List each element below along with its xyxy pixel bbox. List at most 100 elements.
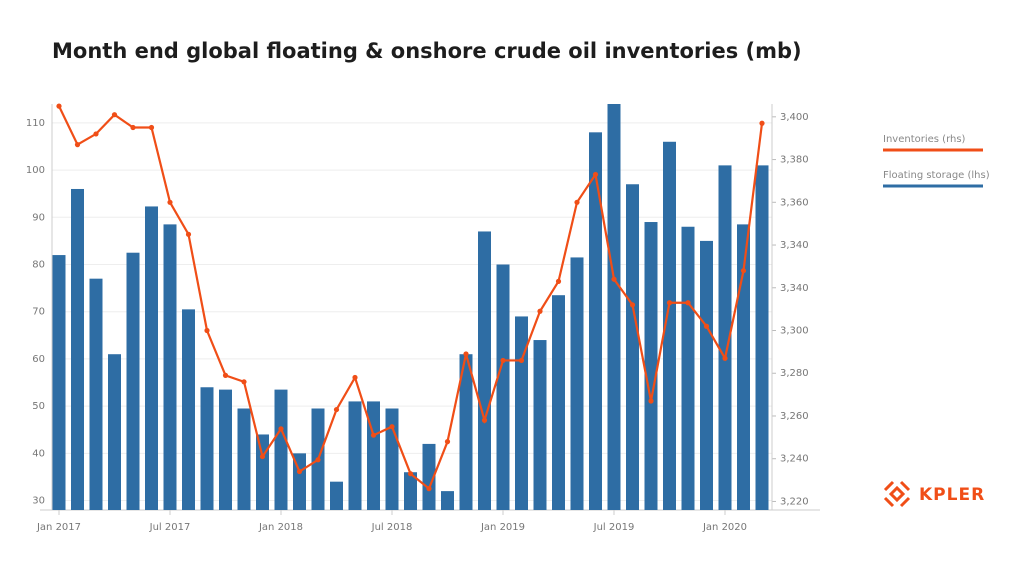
line-point xyxy=(500,357,506,364)
line-point xyxy=(259,453,266,460)
bar xyxy=(182,309,195,510)
y-tick-label: 90 xyxy=(32,212,45,223)
x-tick-label: Jan 2018 xyxy=(258,522,303,533)
bar xyxy=(626,184,639,511)
bar xyxy=(718,165,732,511)
line-point xyxy=(592,171,599,178)
line-point xyxy=(555,278,562,284)
x-tick-label: Jul 2017 xyxy=(149,522,191,533)
x-tick-label: Jan 2019 xyxy=(480,522,525,533)
line-point xyxy=(315,457,321,463)
bar xyxy=(108,354,121,510)
line-point xyxy=(74,142,81,148)
bar xyxy=(274,389,288,510)
bar xyxy=(348,401,362,510)
line-point xyxy=(389,424,395,430)
bar xyxy=(663,141,676,510)
y2-tick-label: 3,300 xyxy=(780,326,809,337)
legend-label: Floating storage (lhs) xyxy=(883,170,990,181)
y-tick-label: 100 xyxy=(26,165,45,176)
line-point xyxy=(481,417,488,423)
line-point xyxy=(463,351,469,357)
bar xyxy=(163,224,177,510)
line-point xyxy=(740,268,747,274)
bar xyxy=(404,472,417,510)
y-tick-label: 50 xyxy=(32,401,45,412)
bar xyxy=(330,481,343,510)
y-tick-label: 80 xyxy=(32,260,45,271)
y2-tick-label: 3,240 xyxy=(780,454,809,465)
line-point xyxy=(370,432,377,438)
y2-tick-label: 3,280 xyxy=(780,368,809,379)
bar xyxy=(644,222,658,510)
line-point xyxy=(685,300,691,306)
line-point xyxy=(278,426,284,432)
line-point xyxy=(666,300,673,306)
logo-text: KPLER xyxy=(919,485,985,505)
y-tick-label: 40 xyxy=(32,448,45,459)
y2-tick-label: 3,220 xyxy=(780,496,809,507)
bar xyxy=(607,104,621,510)
x-tick-label: Jul 2018 xyxy=(371,522,413,533)
line-point xyxy=(204,327,210,334)
x-tick-label: Jan 2017 xyxy=(36,522,81,533)
line-point xyxy=(574,199,580,205)
line-point xyxy=(703,323,710,329)
line-point xyxy=(444,439,451,445)
line-point xyxy=(759,120,765,126)
bar xyxy=(589,132,602,511)
bar xyxy=(237,408,251,510)
y-tick-label: 60 xyxy=(32,354,45,365)
bar xyxy=(552,295,565,510)
line-point xyxy=(629,302,636,308)
line-point xyxy=(537,308,543,314)
bar xyxy=(52,255,66,510)
legend-label: Inventories (rhs) xyxy=(883,134,966,145)
line-point xyxy=(426,486,432,492)
line-point xyxy=(333,406,340,413)
logo: KPLER xyxy=(883,480,985,508)
bar xyxy=(200,387,214,510)
line-point xyxy=(185,231,192,237)
line-point xyxy=(518,357,525,364)
bar xyxy=(737,224,750,510)
line-point xyxy=(111,112,118,118)
x-tick-label: Jan 2020 xyxy=(702,522,747,533)
bar xyxy=(422,443,436,510)
y-tick-label: 110 xyxy=(26,118,45,129)
y2-tick-label: 3,400 xyxy=(780,112,809,123)
bar xyxy=(89,278,103,510)
line-point xyxy=(148,124,155,131)
y2-tick-label: 3,360 xyxy=(780,197,809,208)
line-point xyxy=(722,355,728,361)
bar xyxy=(700,240,713,510)
line-point xyxy=(352,374,358,381)
bar xyxy=(219,389,232,510)
line-point xyxy=(648,398,654,404)
bar xyxy=(293,453,306,510)
y2-tick-label: 3,340 xyxy=(780,240,809,251)
y-tick-label: 30 xyxy=(32,496,45,507)
bar xyxy=(755,165,769,511)
bar xyxy=(145,206,158,510)
chart-title: Month end global floating & onshore crud… xyxy=(52,39,802,63)
bar xyxy=(126,252,140,511)
logo-icon xyxy=(883,480,911,508)
bar xyxy=(441,491,454,510)
bar xyxy=(256,434,269,510)
line-point xyxy=(296,468,303,475)
line-point xyxy=(241,379,247,385)
y-tick-label: 70 xyxy=(32,307,45,318)
bar xyxy=(459,354,473,510)
x-tick-label: Jul 2019 xyxy=(593,522,635,533)
line-point xyxy=(93,131,99,137)
y2-tick-label: 3,340 xyxy=(780,283,809,294)
y2-tick-label: 3,260 xyxy=(780,411,809,422)
bar xyxy=(515,316,528,510)
bar xyxy=(496,264,510,510)
bar xyxy=(533,340,547,510)
bar xyxy=(71,188,84,510)
bar xyxy=(478,231,491,510)
bar xyxy=(385,408,399,510)
